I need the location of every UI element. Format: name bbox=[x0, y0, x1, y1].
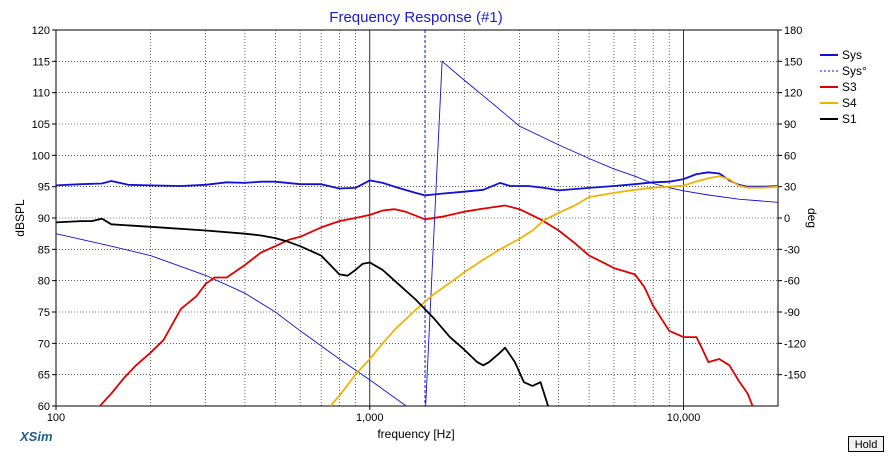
y-tick-label: 70 bbox=[38, 338, 50, 350]
y-tick-label: 85 bbox=[38, 244, 50, 256]
y2-tick-label: 60 bbox=[784, 150, 796, 162]
y2-tick-label: -120 bbox=[784, 338, 806, 350]
y2-tick-label: -90 bbox=[784, 307, 800, 319]
y-tick-label: 75 bbox=[38, 307, 50, 319]
y-tick-label: 65 bbox=[38, 370, 50, 382]
y-tick-label: 80 bbox=[38, 276, 50, 288]
y2-axis-label: deg bbox=[805, 208, 819, 228]
y2-tick-label: 0 bbox=[784, 213, 790, 225]
legend-label: Sys° bbox=[842, 64, 867, 78]
y2-tick-label: 90 bbox=[784, 119, 796, 131]
x-tick-label: 1,000 bbox=[356, 412, 384, 424]
legend-label: S1 bbox=[842, 112, 857, 126]
xsim-logo: XSim bbox=[19, 429, 53, 444]
legend-label: S3 bbox=[842, 80, 857, 94]
series-line-s1 bbox=[56, 217, 549, 406]
chart-title: Frequency Response (#1) bbox=[329, 9, 502, 26]
y2-tick-label: 150 bbox=[784, 56, 802, 68]
y-tick-label: 110 bbox=[32, 88, 50, 100]
y2-tick-label: -150 bbox=[784, 370, 806, 382]
y2-tick-label: 30 bbox=[784, 182, 796, 194]
y-tick-label: 120 bbox=[32, 25, 50, 37]
y-tick-label: 105 bbox=[32, 119, 50, 131]
series-line-s4 bbox=[329, 175, 778, 406]
legend-label: Sys bbox=[842, 48, 862, 62]
series-line-s3 bbox=[99, 204, 754, 406]
x-tick-label: 10,000 bbox=[667, 412, 701, 424]
y2-axis-ticks: -150 -120 -90 -60 -30 0 30 60 90 120 150 180 bbox=[778, 25, 806, 382]
y2-tick-label: -60 bbox=[784, 276, 800, 288]
y2-tick-label: 180 bbox=[784, 25, 802, 37]
y-tick-label: 90 bbox=[38, 213, 50, 225]
y-tick-label: 60 bbox=[38, 401, 50, 413]
x-axis-label: frequency [Hz] bbox=[377, 427, 454, 441]
hold-button[interactable]: Hold bbox=[848, 436, 884, 452]
legend-label: S4 bbox=[842, 96, 857, 110]
grid bbox=[56, 30, 778, 406]
legend: Sys Sys° S3 S4 S1 bbox=[820, 48, 867, 126]
series-line-sys bbox=[56, 171, 778, 197]
series-line-sys-phase bbox=[56, 60, 778, 406]
y-tick-label: 95 bbox=[38, 182, 50, 194]
y-tick-label: 100 bbox=[32, 150, 50, 162]
y-tick-label: 115 bbox=[32, 56, 50, 68]
y-axis-ticks: 60 65 70 75 80 85 90 95 100 105 110 115 120 bbox=[32, 25, 56, 413]
y2-tick-label: 120 bbox=[784, 88, 802, 100]
y-axis-label: dBSPL bbox=[13, 199, 27, 237]
y2-tick-label: -30 bbox=[784, 244, 800, 256]
x-axis-ticks: 100 1,000 10,000 bbox=[47, 406, 701, 424]
series-lines bbox=[56, 60, 778, 406]
x-tick-label: 100 bbox=[47, 412, 65, 424]
